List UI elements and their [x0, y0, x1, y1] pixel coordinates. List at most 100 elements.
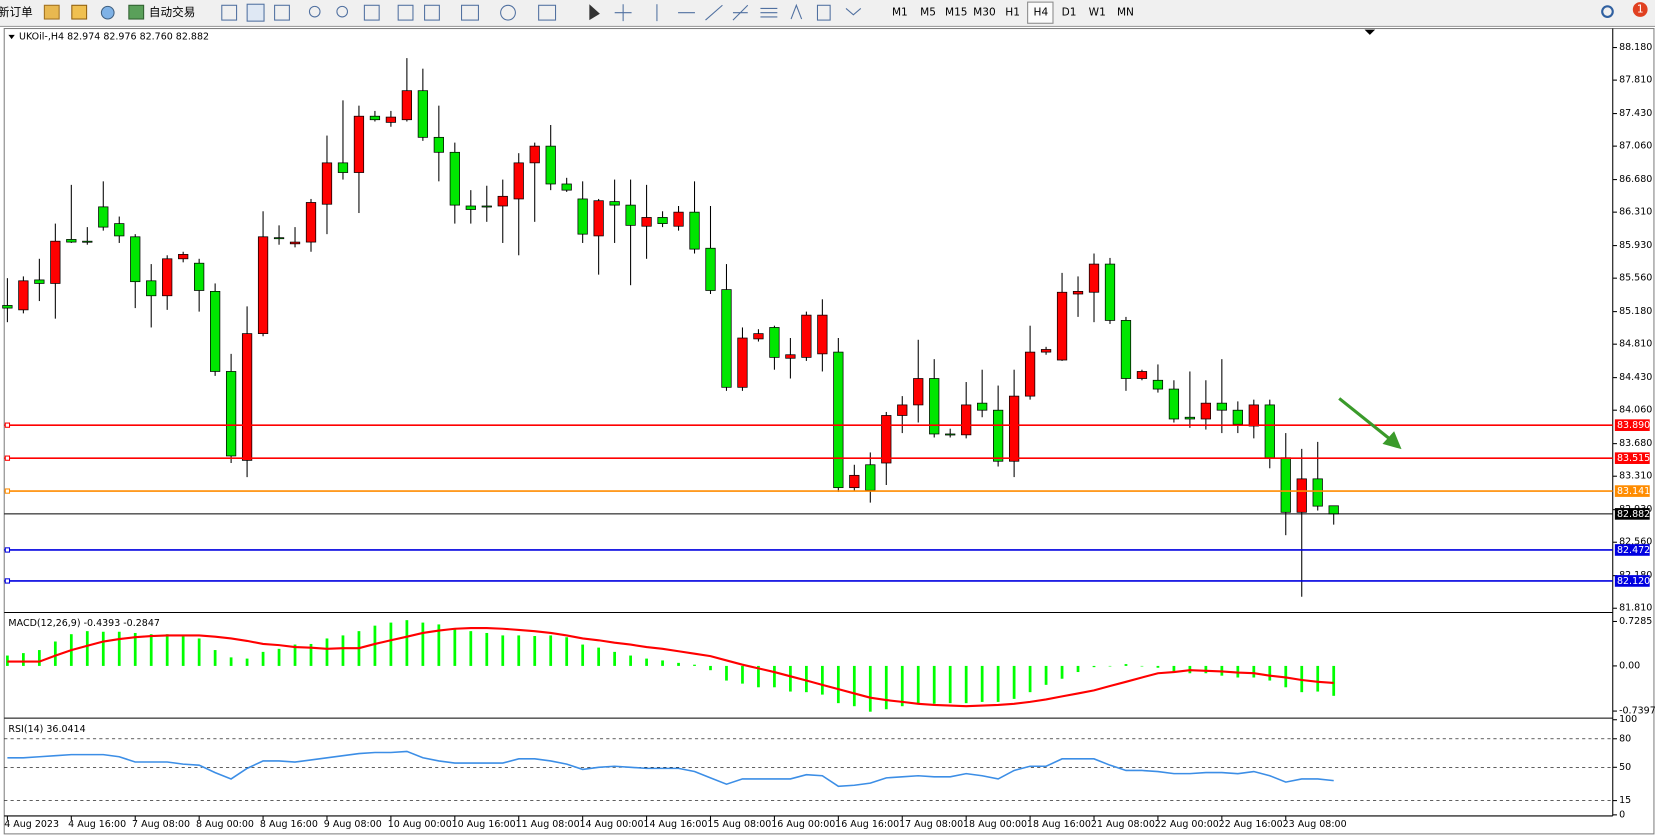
histogram-bar: [852, 665, 856, 707]
icon[interactable]: [363, 4, 380, 21]
timeframe-button[interactable]: W1: [1089, 7, 1106, 19]
candle-body: [753, 333, 764, 340]
level-label-box: [1614, 544, 1650, 556]
candle-body: [2, 305, 13, 309]
histogram-bar: [549, 635, 553, 666]
candle-body: [593, 200, 604, 237]
candle-body: [449, 151, 460, 206]
level-handle: [4, 488, 11, 494]
candle-body: [1120, 320, 1132, 379]
timeframe-button[interactable]: M30: [973, 7, 996, 19]
candle-body: [353, 115, 365, 173]
candle-body: [657, 217, 668, 224]
histogram-bar: [629, 655, 632, 666]
histogram-bar: [741, 665, 744, 684]
candle-body: [18, 280, 29, 311]
icon[interactable]: [221, 4, 238, 21]
histogram-bar: [149, 634, 153, 666]
histogram-bar: [1156, 665, 1160, 668]
histogram-bar: [836, 665, 840, 704]
panel-title: RSI(14) 36.0414: [8, 724, 85, 735]
histogram-bar: [373, 625, 377, 666]
timeframe-button[interactable]: M1: [892, 7, 908, 19]
histogram-bar: [325, 638, 329, 666]
icon[interactable]: [790, 3, 803, 20]
timeframe-button[interactable]: MN: [1117, 7, 1134, 19]
histogram-bar: [1092, 665, 1096, 668]
candle-body: [1200, 402, 1211, 420]
search-icon[interactable]: [1601, 5, 1614, 18]
candle-body: [497, 195, 508, 207]
histogram-bar: [341, 635, 345, 666]
icon[interactable]: [461, 4, 479, 21]
histogram-bar: [916, 665, 920, 704]
histogram-bar: [645, 658, 648, 666]
candle-body: [1040, 349, 1052, 353]
histogram-bar: [1076, 665, 1080, 673]
level-label: 83.141: [1617, 486, 1650, 497]
icon[interactable]: [100, 5, 115, 20]
icon[interactable]: [845, 8, 862, 16]
toolbar: [0, 0, 1655, 27]
icon[interactable]: [274, 4, 290, 21]
histogram-bar: [1204, 665, 1208, 674]
candle-body: [817, 314, 828, 355]
x-tick-label: 7 Aug 08:00: [132, 819, 190, 830]
candle-body: [98, 206, 109, 228]
candle-body: [321, 162, 333, 205]
candle-body: [385, 116, 397, 123]
icon[interactable]: [589, 4, 600, 21]
x-tick-label: 16 Aug 16:00: [835, 819, 899, 830]
icon[interactable]: [308, 5, 321, 18]
candle-body: [785, 354, 796, 359]
icon[interactable]: [397, 4, 414, 21]
icon[interactable]: [246, 3, 265, 22]
candle-body: [50, 240, 61, 284]
notification-badge[interactable]: [1632, 2, 1648, 17]
histogram-bar: [693, 664, 696, 666]
icon[interactable]: [336, 5, 349, 18]
level-label: 83.515: [1617, 453, 1650, 464]
new-order-button[interactable]: 新订单: [0, 5, 33, 19]
auto-trading-button[interactable]: 自动交易: [149, 5, 195, 19]
icon[interactable]: [614, 4, 632, 22]
timeframe-button[interactable]: H1: [1005, 7, 1020, 19]
candle-body: [66, 239, 77, 243]
icon[interactable]: [732, 4, 749, 21]
x-tick-label: 16 Aug 00:00: [771, 819, 835, 830]
candle-body: [641, 217, 652, 227]
icon[interactable]: [71, 4, 88, 20]
histogram-bar: [533, 636, 537, 666]
candle-body: [881, 415, 892, 464]
timeframe-button[interactable]: D1: [1062, 7, 1077, 19]
icon[interactable]: [128, 4, 145, 20]
candle-body: [897, 404, 908, 416]
icon[interactable]: [705, 4, 723, 21]
histogram-bar: [437, 624, 441, 666]
histogram-bar: [293, 644, 297, 666]
level-label-box: [1614, 485, 1650, 497]
candle-body: [1008, 395, 1020, 462]
timeframe-button[interactable]: M5: [920, 7, 936, 19]
timeframe-button[interactable]: M15: [945, 7, 968, 19]
icon[interactable]: [424, 4, 440, 21]
histogram-bar: [948, 665, 952, 704]
candle-body: [561, 183, 572, 191]
histogram-bar: [725, 665, 728, 681]
candle-body: [417, 90, 428, 138]
candle-body: [465, 205, 476, 210]
timeframe-button[interactable]: H4: [1034, 7, 1049, 19]
histogram-bar: [405, 620, 409, 666]
y-tick-label: 84.430: [1619, 372, 1652, 383]
icon[interactable]: [500, 4, 516, 21]
y-tick-label: 50: [1619, 762, 1631, 773]
level-handle: [4, 422, 11, 428]
histogram-bar: [805, 665, 808, 693]
icon[interactable]: [816, 4, 831, 21]
candle-body: [1328, 505, 1339, 515]
x-tick-label: 9 Aug 08:00: [324, 819, 382, 830]
icon[interactable]: [760, 7, 778, 18]
icon[interactable]: [538, 4, 557, 21]
candle-body: [721, 289, 732, 388]
icon[interactable]: [43, 4, 60, 20]
